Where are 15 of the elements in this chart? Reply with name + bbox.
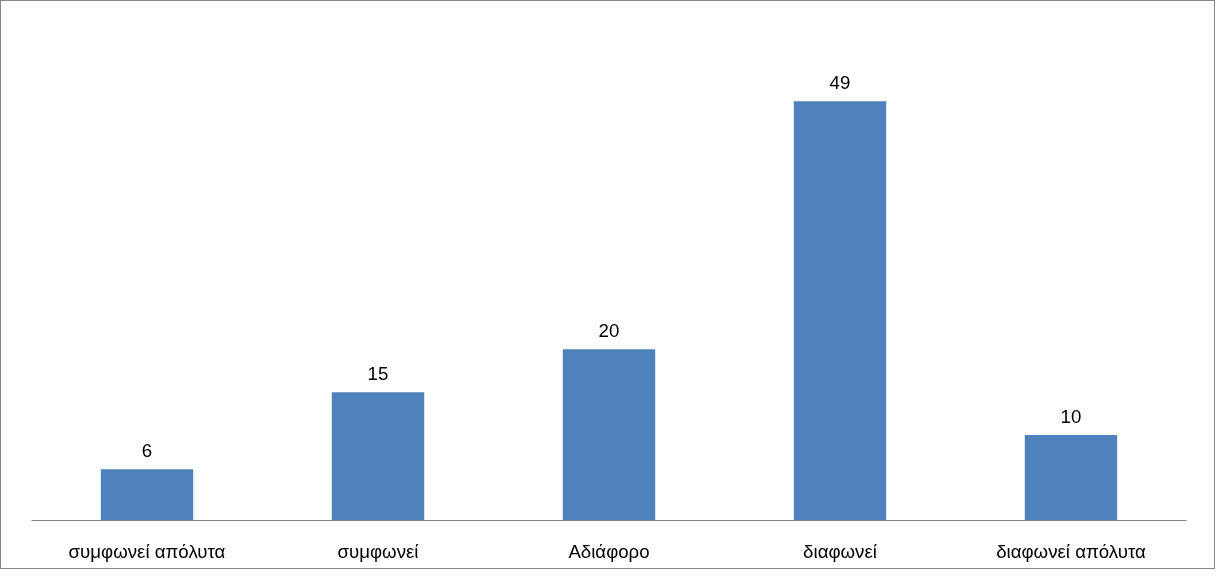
bar [100, 469, 194, 521]
bar [331, 392, 425, 521]
x-tick-label: συμφωνεί [337, 540, 419, 562]
x-tick-label: διαφωνεί απόλυτα [996, 540, 1147, 562]
data-label: 6 [141, 440, 153, 462]
x-tick-label: διαφωνεί [803, 540, 877, 562]
x-tick-label: συμφωνεί απόλυτα [68, 540, 226, 562]
bar [793, 101, 887, 521]
x-tick-label: Αδιάφορο [568, 540, 650, 562]
bar [562, 349, 656, 521]
data-label: 15 [367, 363, 389, 385]
data-label: 10 [1060, 405, 1082, 427]
data-label: 49 [829, 72, 851, 94]
bar [1024, 434, 1118, 521]
data-label: 20 [598, 320, 620, 342]
